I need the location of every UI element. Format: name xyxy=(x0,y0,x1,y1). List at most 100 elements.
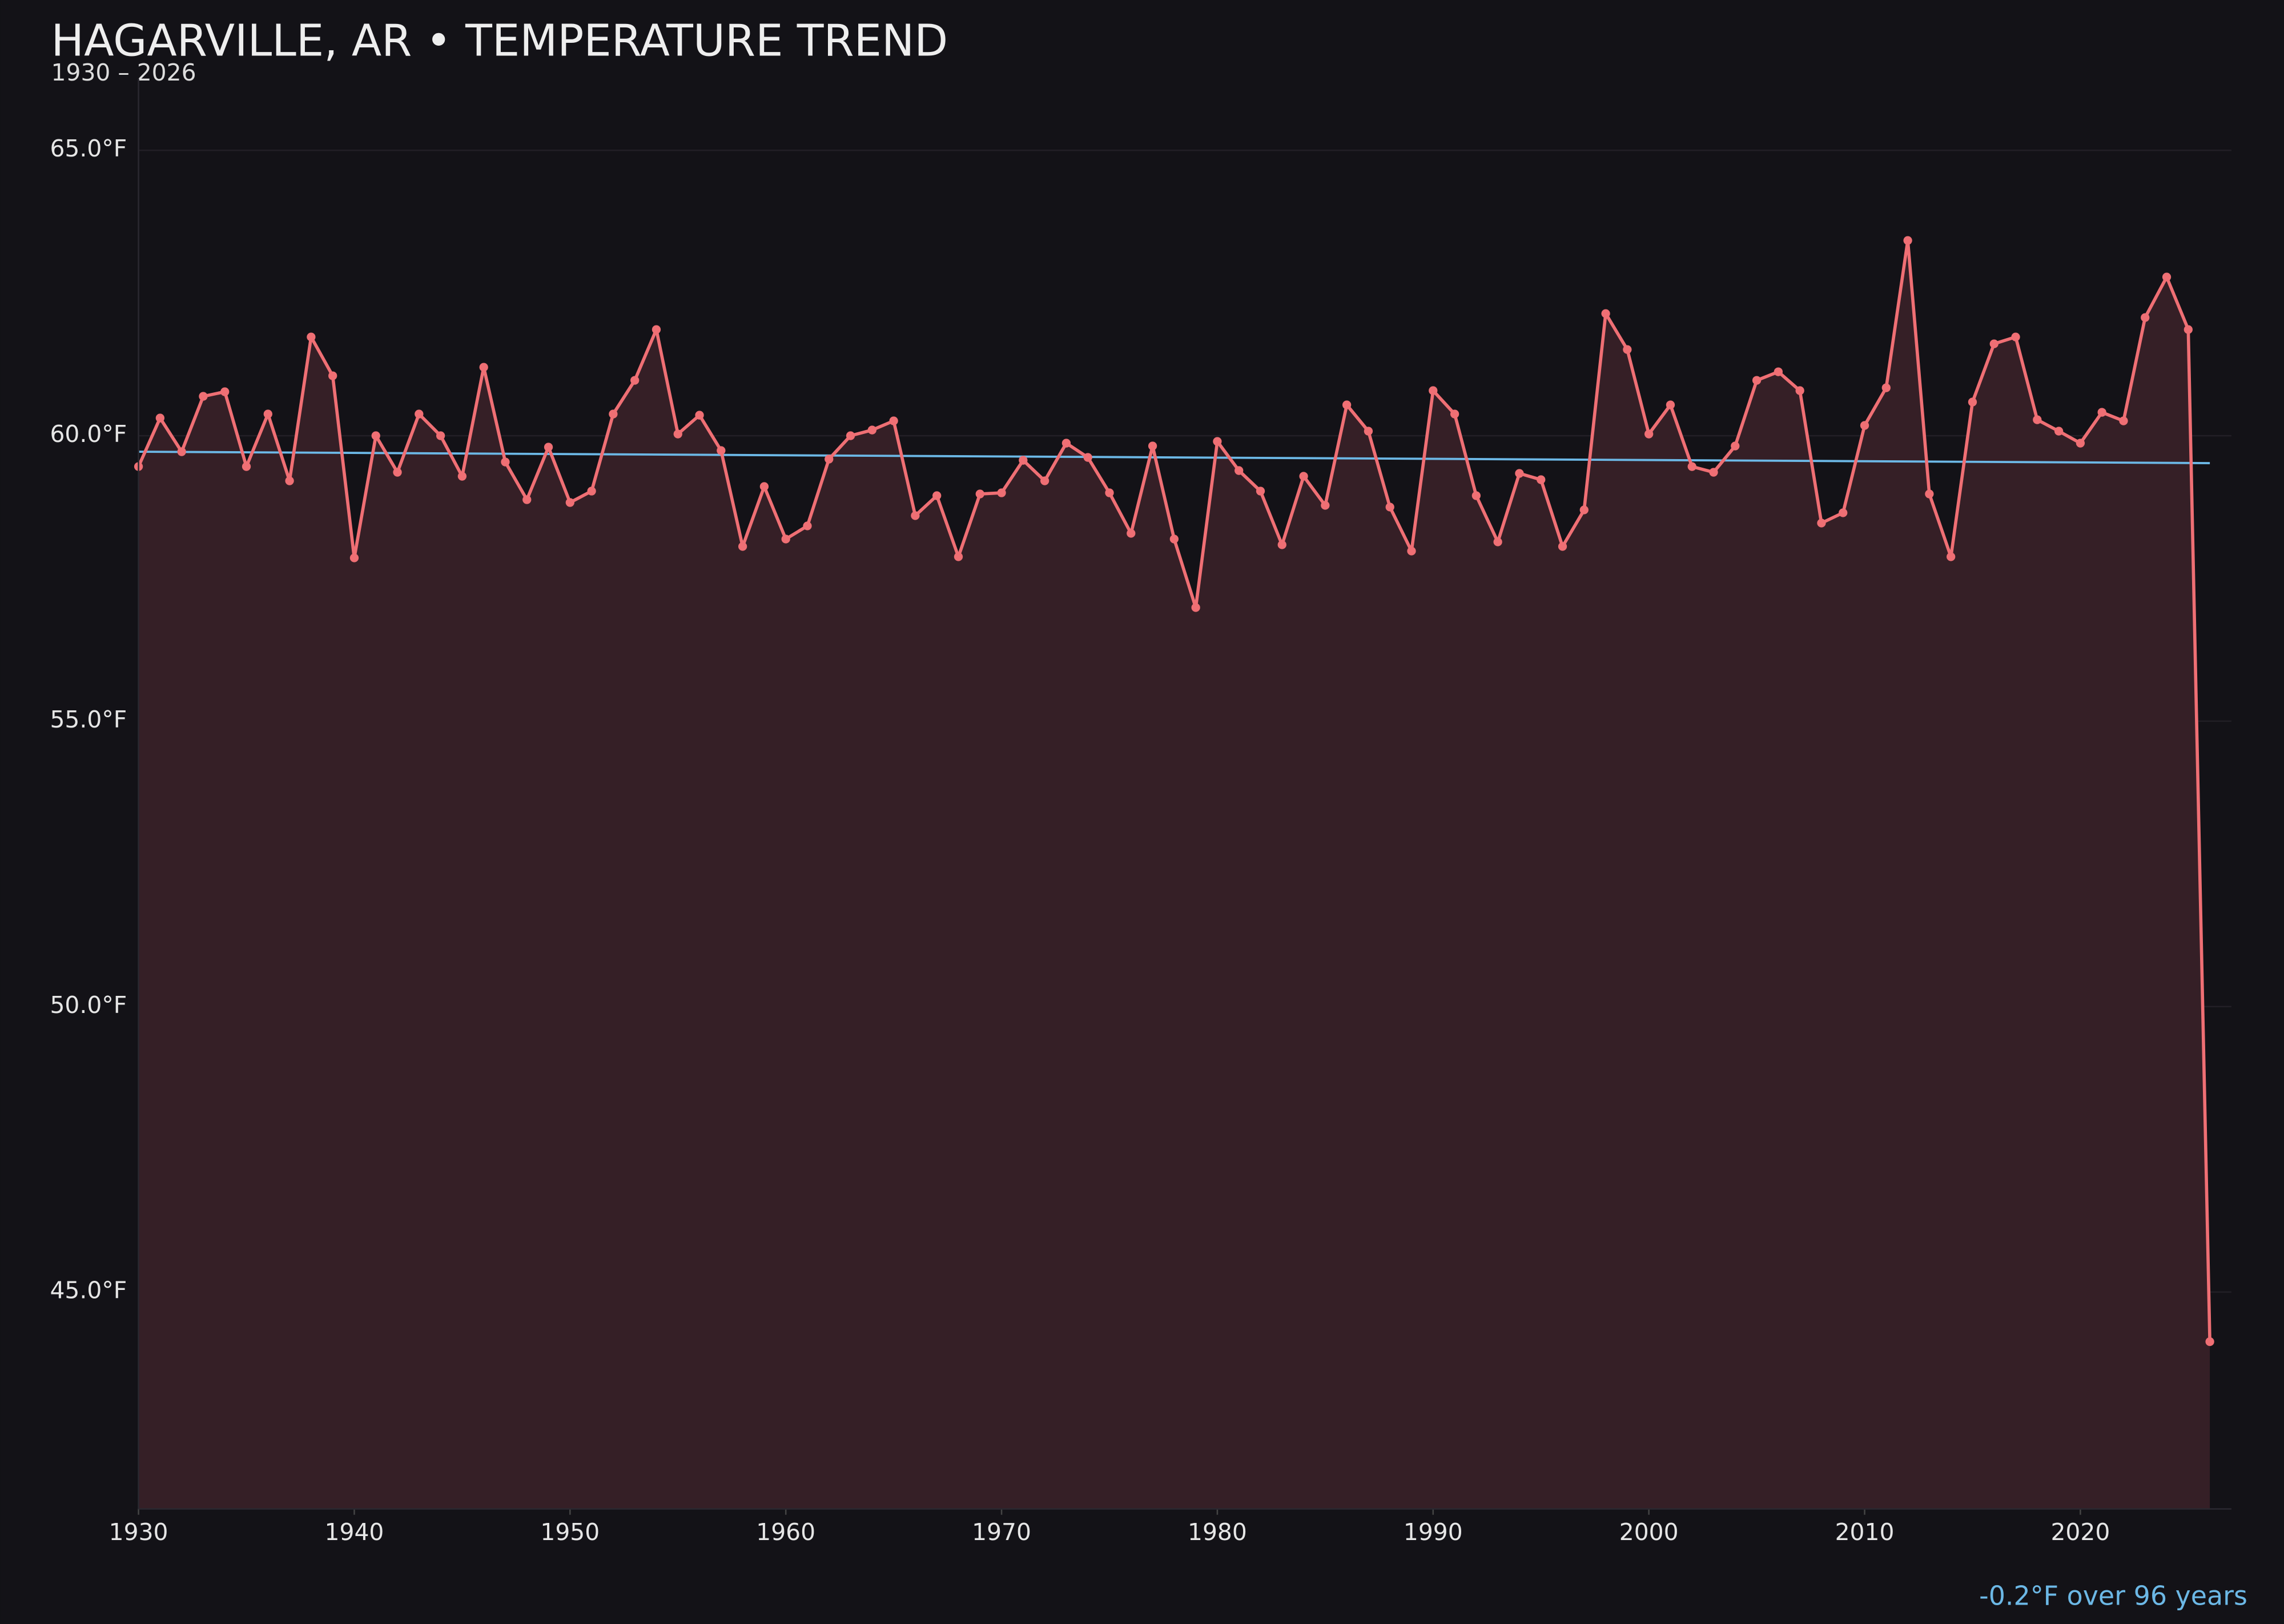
point xyxy=(954,552,963,561)
point xyxy=(1364,427,1373,436)
point xyxy=(2119,416,2128,425)
x-tick-label: 1950 xyxy=(540,1518,600,1546)
point xyxy=(1795,386,1804,395)
point xyxy=(1450,409,1459,419)
point xyxy=(1860,421,1869,430)
point xyxy=(349,553,359,562)
point xyxy=(1040,476,1049,485)
point xyxy=(1968,397,1977,407)
point xyxy=(1687,462,1696,471)
point xyxy=(479,363,488,372)
point xyxy=(738,542,747,551)
point xyxy=(911,511,920,520)
chart-title: HAGARVILLE, AR • TEMPERATURE TREND xyxy=(51,16,948,67)
point xyxy=(1277,540,1286,549)
x-tick-label: 1990 xyxy=(1404,1518,1463,1546)
point xyxy=(2054,427,2064,436)
chart-subtitle: 1930 – 2026 xyxy=(51,59,196,86)
point xyxy=(803,521,812,530)
y-tick-label: 55.0°F xyxy=(50,706,127,733)
point xyxy=(1169,534,1179,544)
trend-annotation: -0.2°F over 96 years xyxy=(1979,1581,2247,1611)
point xyxy=(1947,552,1956,561)
point xyxy=(630,376,640,385)
point xyxy=(717,446,726,455)
point xyxy=(285,476,294,485)
point xyxy=(1256,487,1265,496)
point xyxy=(199,392,208,401)
point xyxy=(867,425,876,435)
x-tick-label: 1930 xyxy=(109,1518,168,1546)
point xyxy=(889,416,898,425)
point xyxy=(371,431,380,440)
point xyxy=(673,429,682,439)
x-tick-label: 1960 xyxy=(756,1518,815,1546)
x-tick-label: 2010 xyxy=(1835,1518,1895,1546)
point xyxy=(1558,542,1567,551)
point xyxy=(1623,345,1632,354)
y-tick-label: 65.0°F xyxy=(50,135,127,162)
point xyxy=(2076,439,2085,448)
point xyxy=(695,411,704,420)
x-tick-label: 2020 xyxy=(2050,1518,2110,1546)
point xyxy=(2184,325,2193,334)
point xyxy=(1666,400,1675,409)
point xyxy=(2011,332,2020,341)
point xyxy=(1752,376,1762,385)
point xyxy=(1579,505,1589,514)
point xyxy=(177,447,186,456)
point xyxy=(1342,400,1352,409)
point xyxy=(1105,488,1114,497)
point xyxy=(565,498,574,507)
point xyxy=(652,325,661,334)
point xyxy=(1493,537,1502,546)
point xyxy=(1989,339,1998,348)
point xyxy=(825,455,834,464)
point xyxy=(609,409,618,419)
x-tick-label: 1980 xyxy=(1188,1518,1247,1546)
y-tick-label: 45.0°F xyxy=(50,1277,127,1304)
point xyxy=(2033,415,2042,424)
point xyxy=(1515,469,1524,478)
point xyxy=(1019,456,1028,465)
point xyxy=(1537,475,1546,484)
y-tick-label: 60.0°F xyxy=(50,420,127,448)
point xyxy=(2162,272,2172,282)
y-tick-label: 50.0°F xyxy=(50,991,127,1019)
point xyxy=(1644,429,1654,439)
point xyxy=(1235,466,1244,475)
point xyxy=(1127,529,1136,538)
point xyxy=(759,482,769,491)
x-tick-label: 1970 xyxy=(972,1518,1031,1546)
point xyxy=(1881,383,1891,392)
point xyxy=(220,387,230,396)
point xyxy=(1903,236,1912,245)
point xyxy=(975,489,984,499)
point xyxy=(1213,437,1222,446)
point xyxy=(1817,518,1826,528)
point xyxy=(1709,468,1718,477)
x-tick-label: 2000 xyxy=(1619,1518,1679,1546)
point xyxy=(1601,309,1610,318)
point xyxy=(501,457,510,467)
point xyxy=(307,332,316,341)
point xyxy=(242,462,251,471)
point xyxy=(522,495,532,504)
point xyxy=(1191,603,1200,612)
point xyxy=(1471,491,1481,500)
area xyxy=(138,240,2210,1509)
point xyxy=(1839,508,1848,517)
point xyxy=(1429,386,1438,395)
point xyxy=(587,487,596,496)
x-tick-label: 1940 xyxy=(325,1518,384,1546)
point xyxy=(457,472,467,481)
point xyxy=(1299,472,1308,481)
point xyxy=(1083,453,1092,462)
point xyxy=(932,491,942,500)
point xyxy=(155,413,165,423)
point xyxy=(2205,1337,2214,1346)
point xyxy=(1774,367,1783,376)
point xyxy=(1385,503,1394,512)
